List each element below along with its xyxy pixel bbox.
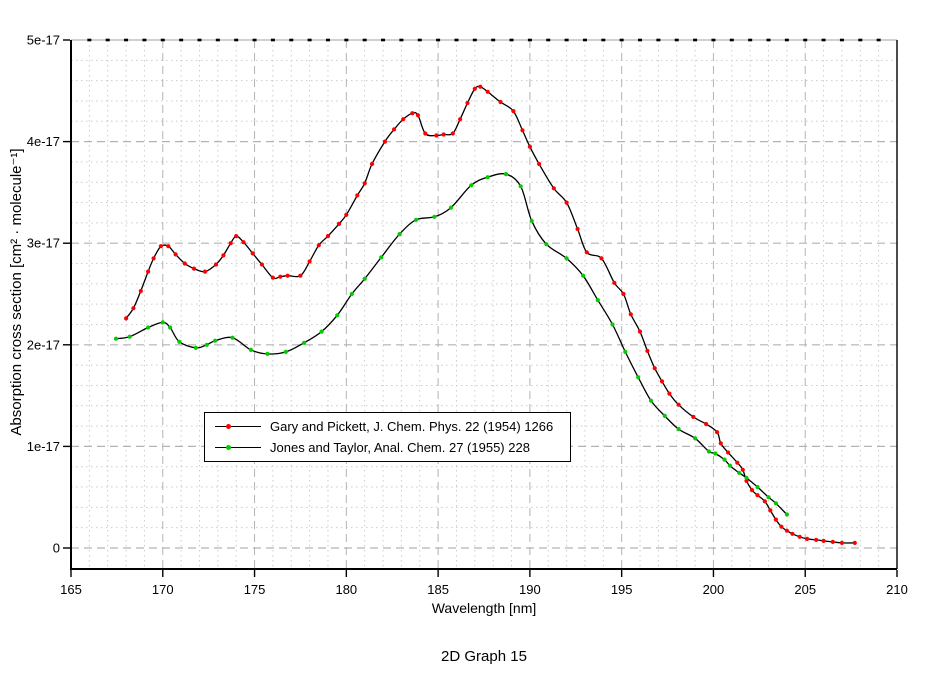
x-tick-label: 200 bbox=[703, 582, 725, 597]
y-tick-label: 1e-17 bbox=[27, 439, 60, 454]
legend-item: Gary and Pickett, J. Chem. Phys. 22 (195… bbox=[215, 416, 570, 437]
legend-line-marker-swatch bbox=[215, 443, 261, 452]
y-tick-label: 4e-17 bbox=[27, 134, 60, 149]
x-tick-label: 210 bbox=[886, 582, 908, 597]
y-tick-label: 0 bbox=[53, 541, 60, 556]
x-tick-label: 170 bbox=[152, 582, 174, 597]
tick-labels: 0 1e-17 2e-17 3e-17 4e-17 5e-17 165 170 175 180 18… bbox=[27, 33, 908, 598]
axes bbox=[70, 38, 898, 570]
legend: Gary and Pickett, J. Chem. Phys. 22 (195… bbox=[204, 412, 571, 462]
chart-title: 2D Graph 15 bbox=[441, 648, 527, 665]
x-tick-label: 205 bbox=[794, 582, 816, 597]
y-axis-label: Absorption cross section [cm² · molecule… bbox=[8, 148, 25, 436]
series-1-marker-icon bbox=[226, 445, 231, 450]
legend-line-sample bbox=[215, 426, 261, 427]
gridlines bbox=[71, 40, 897, 569]
x-tick-label: 175 bbox=[244, 582, 266, 597]
series-0 bbox=[124, 84, 857, 546]
x-tick-label: 165 bbox=[60, 582, 82, 597]
x-tick-label: 195 bbox=[611, 582, 633, 597]
series-1 bbox=[113, 172, 790, 517]
x-tick-label: 190 bbox=[519, 582, 541, 597]
legend-line-marker-swatch bbox=[215, 422, 261, 431]
y-tick-label: 2e-17 bbox=[27, 337, 60, 352]
x-axis-label: Wavelength [nm] bbox=[431, 600, 537, 616]
legend-line-sample bbox=[215, 447, 261, 448]
x-tick-label: 185 bbox=[427, 582, 449, 597]
y-tick-label: 3e-17 bbox=[27, 236, 60, 251]
legend-item: Jones and Taylor, Anal. Chem. 27 (1955) … bbox=[215, 437, 570, 458]
series-0-marker-icon bbox=[226, 424, 231, 429]
legend-label: Jones and Taylor, Anal. Chem. 27 (1955) … bbox=[270, 440, 530, 455]
x-tick-label: 180 bbox=[335, 582, 357, 597]
y-tick-label: 5e-17 bbox=[27, 33, 60, 48]
legend-label: Gary and Pickett, J. Chem. Phys. 22 (195… bbox=[270, 419, 554, 434]
